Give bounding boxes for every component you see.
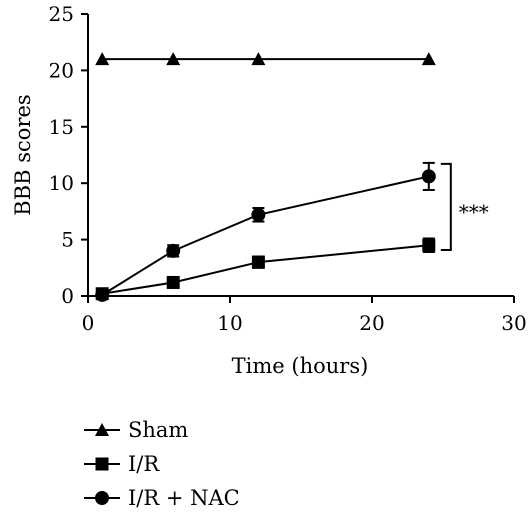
legend-marker [95,457,109,471]
y-tick-label: 0 [61,284,74,308]
series-i-r [95,237,436,301]
data-point [166,52,181,66]
data-point [166,243,181,258]
x-axis-title: Time (hours) [232,354,369,378]
data-point [421,52,436,66]
y-axis-title: BBB scores [11,94,35,215]
bracket-line [440,162,452,252]
y-tick-label: 25 [49,2,74,26]
data-point [251,207,266,222]
data-point [421,169,436,184]
legend-label: I/R [128,452,160,476]
data-point [422,238,436,252]
legend-marker [95,491,109,505]
series-line [102,244,429,295]
y-tick-label: 15 [49,115,74,139]
legend-label: I/R + NAC [128,486,240,510]
data-point [251,52,266,66]
series-sham [95,52,436,66]
x-tick-label: 0 [82,311,95,335]
legend-item-i-r: I/R [84,452,160,476]
legend-label: Sham [128,418,188,442]
y-tick-label: 20 [49,58,74,82]
plot-area: *** [95,52,489,302]
series-line [101,175,430,296]
legend-item-sham: Sham [84,418,188,442]
x-tick-label: 30 [501,311,526,335]
y-tick-label: 5 [61,228,74,252]
series-i-r-nac [95,161,436,302]
axes: 0 5 10 15 20 25 0 10 20 30 [49,2,527,335]
legend: Sham I/R I/R + NAC [84,418,240,510]
data-point [166,275,180,289]
legend-marker [95,423,109,436]
legend-item-i-r-nac: I/R + NAC [84,486,240,510]
significance-bracket: *** [440,162,489,252]
y-tick-label: 10 [49,171,74,195]
x-tick-label: 10 [217,311,242,335]
data-point [95,52,110,66]
x-tick-label: 20 [359,311,384,335]
data-point [251,255,265,269]
significance-label: *** [459,200,489,224]
data-point [95,287,110,302]
